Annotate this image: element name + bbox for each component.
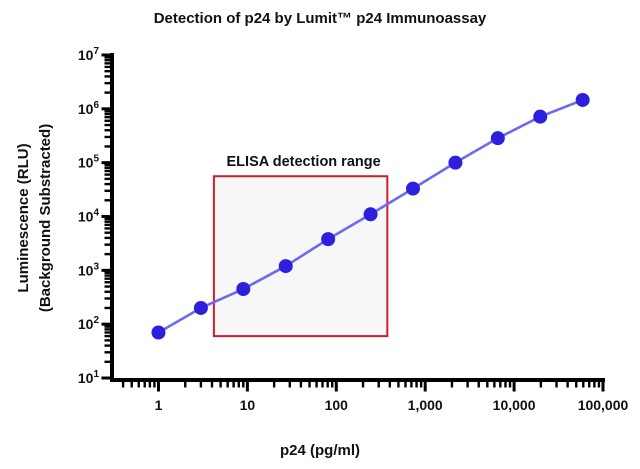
x-tick-label: 10,000 xyxy=(493,397,536,413)
y-tick-label: 105 xyxy=(78,154,100,171)
data-point xyxy=(193,300,208,315)
x-axis-title: p24 (pg/ml) xyxy=(280,442,360,459)
chart-title: Detection of p24 by Lumit™ p24 Immunoass… xyxy=(153,10,487,27)
data-point xyxy=(151,325,166,340)
y-tick-label: 103 xyxy=(78,261,100,278)
data-point xyxy=(405,181,420,196)
data-point xyxy=(448,155,463,170)
data-point xyxy=(278,259,293,274)
data-point xyxy=(490,131,505,146)
elisa-range-label: ELISA detection range xyxy=(227,154,381,170)
y-tick-label: 102 xyxy=(78,315,100,332)
data-point xyxy=(533,109,548,124)
plot-area: 101 102 103 104 105 106 107 1 10 100 1,000 10,000 10… xyxy=(78,46,629,413)
data-point xyxy=(363,207,378,222)
x-tick-label: 100,000 xyxy=(578,397,629,413)
y-tick-label: 101 xyxy=(78,369,100,386)
x-tick-label: 100 xyxy=(325,397,349,413)
x-tick-label: 1,000 xyxy=(408,397,443,413)
data-point xyxy=(321,232,336,247)
y-tick-label: 107 xyxy=(78,46,100,63)
x-tick-label: 1 xyxy=(155,397,163,413)
data-point xyxy=(575,92,590,107)
x-tick-label: 10 xyxy=(240,397,256,413)
y-axis-title-line1: Luminescence (RLU) xyxy=(15,143,32,292)
y-tick-label: 106 xyxy=(78,100,100,117)
y-tick-label: 104 xyxy=(78,208,100,225)
y-axis-title-line2: (Background Substracted) xyxy=(37,124,54,312)
data-point xyxy=(236,282,251,297)
